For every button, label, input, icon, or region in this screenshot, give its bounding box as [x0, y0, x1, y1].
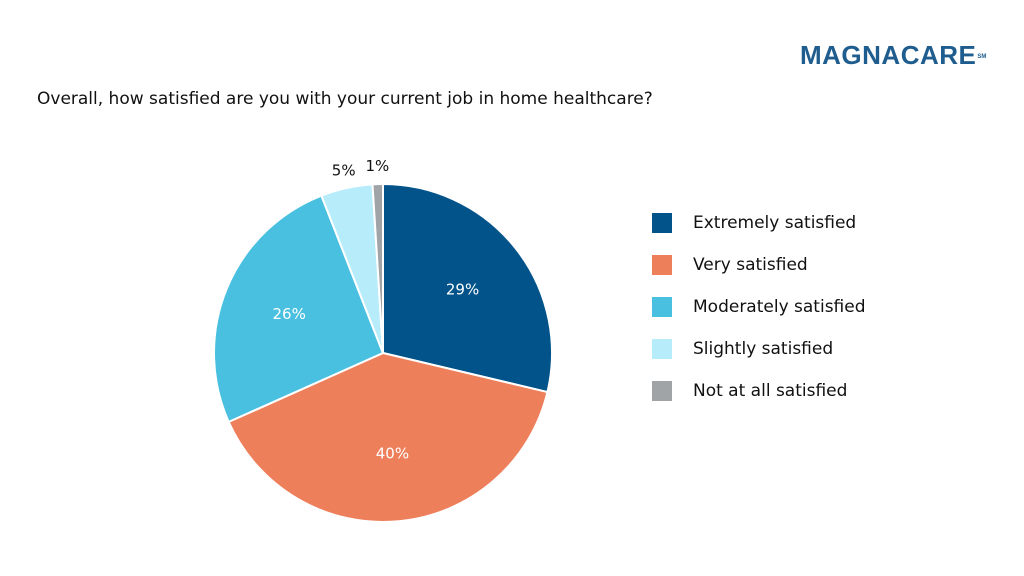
- legend-label: Not at all satisfied: [693, 381, 848, 401]
- legend-swatch: [652, 297, 672, 317]
- pie-slice-very-satisfied: [227, 352, 549, 523]
- legend-swatch: [652, 339, 672, 359]
- pie-slice-not-at-all-satisfied: [371, 183, 384, 354]
- pie-label-moderately-satisfied: 26%: [272, 305, 305, 323]
- logo-text: MAGNACARE: [800, 40, 977, 70]
- pie-label-very-satisfied: 40%: [376, 444, 409, 462]
- legend-label: Extremely satisfied: [693, 213, 857, 233]
- magnacare-logo: MAGNACARESM: [800, 40, 986, 70]
- pie-label-not-at-all-satisfied: 1%: [365, 157, 389, 175]
- legend-label: Very satisfied: [693, 255, 808, 275]
- logo-service-mark: SM: [977, 54, 987, 60]
- pie-label-slightly-satisfied: 5%: [332, 161, 356, 179]
- legend-swatch: [652, 255, 672, 275]
- legend-swatch: [652, 213, 672, 233]
- pie-slice-extremely-satisfied: [382, 183, 553, 394]
- pie-slice-moderately-satisfied: [213, 194, 384, 423]
- legend-label: Moderately satisfied: [693, 297, 866, 317]
- legend-swatch: [652, 381, 672, 401]
- chart-question: Overall, how satisfied are you with your…: [37, 89, 653, 109]
- legend-label: Slightly satisfied: [693, 339, 834, 359]
- pie-label-extremely-satisfied: 29%: [446, 281, 479, 299]
